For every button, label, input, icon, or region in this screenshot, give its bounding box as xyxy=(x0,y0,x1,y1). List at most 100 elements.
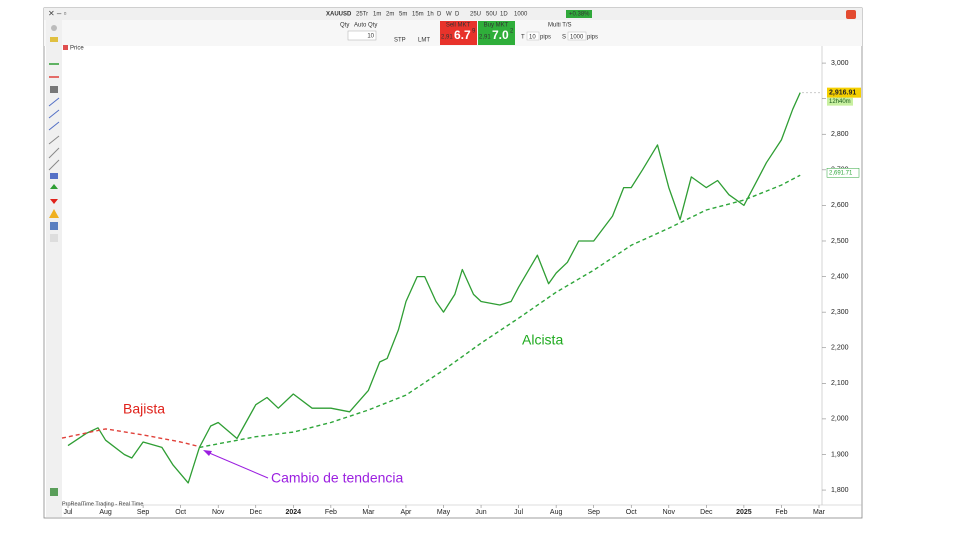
tool[interactable] xyxy=(50,234,58,242)
price-line xyxy=(67,92,801,484)
tool[interactable] xyxy=(51,25,57,31)
last-price: 2,916.91 xyxy=(829,89,856,96)
y-tick-label: 2,500 xyxy=(831,238,849,245)
tool[interactable] xyxy=(50,222,58,230)
x-tick-label: 2025 xyxy=(736,509,752,516)
y-tick-label: 2,000 xyxy=(831,416,849,423)
x-tick-label: May xyxy=(437,509,451,516)
timeframe[interactable]: 50U xyxy=(486,12,497,18)
x-tick-label: Apr xyxy=(400,509,412,516)
tool[interactable] xyxy=(50,86,58,93)
sl-input[interactable] xyxy=(567,31,587,41)
timeframe[interactable]: 5m xyxy=(399,12,407,18)
buy-sup: 2 xyxy=(510,29,514,35)
footer: ProRealTime Trading - Real Time xyxy=(62,501,143,507)
timeframe[interactable]: D xyxy=(437,12,442,18)
y-tick-label: 2,800 xyxy=(831,131,849,138)
timeframe[interactable]: 25U xyxy=(470,12,481,18)
panel-icon xyxy=(63,45,68,50)
x-tick-label: Mar xyxy=(362,509,375,516)
x-tick-label: Dec xyxy=(700,509,713,516)
y-tick-label: 2,400 xyxy=(831,273,849,280)
timeframe[interactable]: 1D xyxy=(500,12,508,18)
window-controls[interactable]: ✕ ‒ ▫ xyxy=(48,9,67,18)
x-tick-label: Jun xyxy=(475,509,486,516)
x-tick-label: Oct xyxy=(175,509,186,516)
ma-price: 2,691.71 xyxy=(829,170,853,176)
sell-label: Sell MKT xyxy=(446,23,471,29)
buy-prefix: 2,91 xyxy=(479,35,491,41)
annotation: Alcista xyxy=(522,332,563,348)
x-tick-label: Sep xyxy=(137,509,150,516)
timeframe[interactable]: 1h xyxy=(427,12,434,18)
sell-sup: 9 xyxy=(472,29,476,35)
tp-label[interactable]: T xyxy=(521,35,525,41)
qty-input[interactable] xyxy=(347,30,377,41)
x-tick-label: Feb xyxy=(775,509,787,516)
timeframe[interactable]: 1m xyxy=(373,12,381,18)
sell-button[interactable] xyxy=(440,21,477,45)
tool[interactable] xyxy=(50,488,58,496)
left-toolbar xyxy=(46,20,62,517)
tool[interactable] xyxy=(48,147,60,159)
tool[interactable] xyxy=(50,37,58,42)
buy-button[interactable] xyxy=(478,21,515,45)
x-tick-label: Aug xyxy=(99,509,112,516)
timer-box xyxy=(827,97,853,106)
title-bar xyxy=(44,8,862,20)
change: +0.38% xyxy=(569,12,590,18)
y-tick-label: 1,900 xyxy=(831,451,849,458)
tool[interactable] xyxy=(49,209,59,218)
tool-icons[interactable] xyxy=(48,25,60,496)
timeframe[interactable]: 2m xyxy=(386,12,394,18)
x-tick-label: Nov xyxy=(663,509,676,516)
sell-price: 6.7 xyxy=(454,28,471,42)
x-tick-label: Aug xyxy=(550,509,563,516)
timeframe[interactable]: W xyxy=(446,12,452,18)
multi-ts[interactable]: Multi T/S xyxy=(548,23,572,29)
x-tick-label: Oct xyxy=(626,509,637,516)
y-tick-label: 2,300 xyxy=(831,309,849,316)
qty-label: Qty xyxy=(340,23,349,29)
tool[interactable] xyxy=(50,199,58,204)
qty: 10 xyxy=(367,34,374,40)
stp[interactable]: STP xyxy=(394,38,406,44)
timeframe[interactable]: 1000 xyxy=(514,12,528,18)
tool[interactable] xyxy=(48,121,60,131)
x-tick-label: Jul xyxy=(514,509,523,516)
timer: 12h40m xyxy=(829,99,851,105)
timeframe[interactable]: D xyxy=(455,12,460,18)
x-tick-label: Jul xyxy=(64,509,73,516)
x-tick-label: Sep xyxy=(587,509,600,516)
timeframe[interactable]: 25Tr xyxy=(356,12,368,18)
plot-area xyxy=(62,46,822,505)
x-tick-label: Dec xyxy=(250,509,263,516)
y-tick-label: 2,200 xyxy=(831,345,849,352)
timeframe[interactable]: 15m xyxy=(412,12,424,18)
y-tick-label: 3,000 xyxy=(831,60,849,67)
app-icon[interactable] xyxy=(846,10,856,19)
sl-label[interactable]: S xyxy=(562,35,566,41)
change-badge xyxy=(566,10,592,18)
lmt[interactable]: LMT xyxy=(418,38,430,44)
last-price-box xyxy=(827,87,861,98)
annotation-arrow xyxy=(206,451,269,479)
tool[interactable] xyxy=(48,135,60,145)
sell-prefix: 2,91 xyxy=(441,35,453,41)
buy-price: 7.0 xyxy=(492,28,509,42)
sl-unit: pips xyxy=(587,35,598,41)
tp-input[interactable] xyxy=(526,31,540,41)
auto-qty[interactable]: Auto Qty xyxy=(354,23,377,29)
tool[interactable] xyxy=(48,97,60,107)
tool[interactable] xyxy=(48,109,60,119)
ma-price-box xyxy=(826,168,860,178)
tool[interactable] xyxy=(50,173,58,179)
tool[interactable] xyxy=(50,184,58,189)
tp: 10 xyxy=(529,35,536,41)
symbol[interactable]: XAUUSD xyxy=(326,12,352,18)
annotation: Cambio de tendencia xyxy=(271,470,404,486)
panel-label: Price xyxy=(70,46,84,52)
tool[interactable] xyxy=(48,159,60,171)
annotation: Bajista xyxy=(123,401,165,417)
